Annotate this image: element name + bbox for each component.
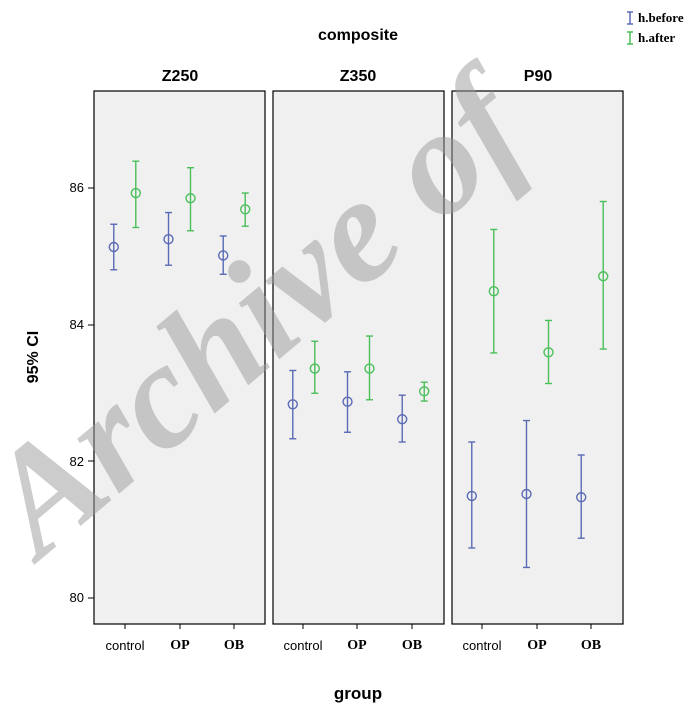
mean-marker [309, 363, 320, 374]
panel-z350-background [272, 90, 445, 625]
x-axis-label: group [334, 684, 382, 703]
mean-marker [598, 271, 609, 282]
x-tick-label-p90-op: OP [527, 638, 547, 653]
mean-marker [488, 286, 499, 297]
mean-marker [287, 399, 298, 410]
mean-marker [240, 204, 251, 215]
errorbar-z350-control-before [287, 369, 298, 440]
panel-p90-plot [466, 200, 609, 569]
errorbar-z250-control-before [108, 223, 119, 271]
y-tick-label-82: 82 [70, 454, 84, 469]
panel-z250-plot [108, 160, 251, 275]
legend-item-after: h.after [627, 30, 675, 45]
errorbar-p90-op-after [543, 319, 554, 385]
legend-label-before: h.before [638, 10, 684, 25]
legend: h.before h.after [627, 10, 684, 45]
mean-marker [364, 363, 375, 374]
panel-z250-background [93, 90, 266, 625]
mean-marker [397, 414, 408, 425]
panel-z350: Z350 control OP OB [272, 68, 445, 653]
errorbar-z250-ob-after [240, 192, 251, 227]
x-tick-label-z250-control: control [105, 638, 144, 653]
mean-marker [466, 490, 477, 502]
errorbar-z250-ob-before [218, 235, 229, 275]
mean-marker [543, 347, 554, 358]
panel-z350-plot [287, 335, 430, 443]
mean-marker [576, 492, 587, 503]
x-tick-label-z350-ob: OB [402, 638, 422, 653]
errorbar-z250-op-before [163, 211, 174, 266]
mean-marker [163, 233, 174, 245]
panel-p90-title: P90 [524, 68, 553, 85]
panel-z250-title: Z250 [162, 68, 199, 85]
x-tick-label-z250-ob: OB [224, 638, 244, 653]
errorbar-p90-control-after [488, 228, 499, 354]
legend-label-after: h.after [638, 30, 675, 45]
panel-p90: P90 control OP OB [451, 68, 624, 653]
errorbar-z350-control-after [309, 340, 320, 394]
errorbar-z350-ob-before [397, 394, 408, 443]
errorbar-p90-ob-before [576, 454, 587, 539]
panel-z250: Z250 control OP OB [93, 68, 266, 653]
x-tick-label-z350-op: OP [347, 638, 367, 653]
x-tick-label-p90-ob: OB [581, 638, 601, 653]
mean-marker [521, 488, 532, 500]
panel-z350-title: Z350 [340, 68, 377, 85]
errorbar-p90-op-before [521, 419, 532, 569]
errorbar-z350-ob-after [419, 381, 430, 402]
x-tick-label-p90-control: control [462, 638, 501, 653]
mean-marker [130, 187, 141, 199]
mean-marker [108, 241, 119, 253]
y-tick-label-84: 84 [70, 317, 84, 332]
mean-marker [342, 396, 353, 407]
y-tick-label-86: 86 [70, 180, 84, 195]
y-axis-label: 95% CI [25, 331, 42, 383]
errorbar-z250-control-after [130, 160, 141, 229]
legend-item-before: h.before [627, 10, 684, 25]
errorbar-p90-ob-after [598, 200, 609, 350]
mean-marker [185, 193, 196, 204]
errorbar-z350-op-after [364, 335, 375, 401]
mean-marker [218, 250, 229, 261]
x-tick-label-z250-op: OP [170, 638, 190, 653]
errorbar-z250-op-after [185, 166, 196, 232]
y-tick-label-80: 80 [70, 590, 84, 605]
errorbar-z350-op-before [342, 371, 353, 433]
panel-p90-background [451, 90, 624, 625]
mean-marker [419, 386, 430, 397]
x-tick-label-z350-control: control [283, 638, 322, 653]
chart-title: composite [318, 27, 398, 44]
errorbar-p90-control-before [466, 441, 477, 549]
y-axis-ticks: 80 82 84 86 [70, 180, 94, 605]
